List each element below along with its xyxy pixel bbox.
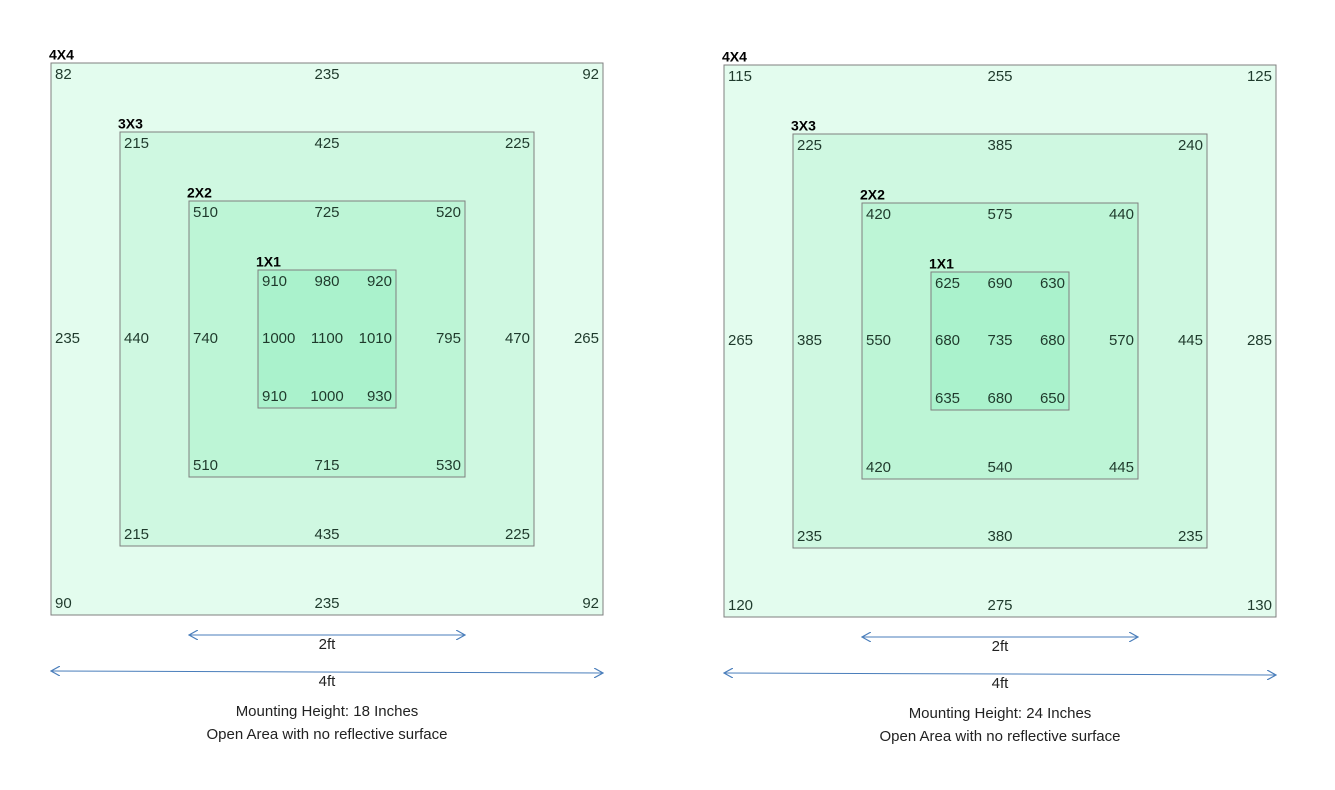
reading: 910 [262,388,287,405]
reading: 540 [987,459,1012,476]
reading: 285 [1247,332,1272,349]
reading: 425 [314,135,339,152]
reading: 650 [1040,390,1065,407]
reading: 385 [797,332,822,349]
dimension-label: 4ft [319,673,337,690]
reading: 1000 [310,388,343,405]
square-label: 2X2 [860,187,885,203]
reading: 510 [193,204,218,221]
dimension-label: 2ft [319,636,337,653]
caption: Open Area with no reflective surface [880,728,1121,745]
reading: 420 [866,459,891,476]
reading: 255 [987,68,1012,85]
reading: 725 [314,204,339,221]
reading: 90 [55,595,72,612]
square-label: 4X4 [722,49,747,65]
reading: 635 [935,390,960,407]
reading: 690 [987,275,1012,292]
reading: 740 [193,330,218,347]
reading: 235 [314,66,339,83]
reading: 235 [1178,528,1203,545]
square-label: 2X2 [187,185,212,201]
reading: 235 [314,595,339,612]
reading: 1010 [359,330,392,347]
reading: 225 [797,137,822,154]
reading: 225 [505,526,530,543]
reading: 575 [987,206,1012,223]
reading: 420 [866,206,891,223]
reading: 115 [728,68,752,85]
reading: 735 [987,332,1012,349]
square-label: 3X3 [118,116,143,132]
reading: 795 [436,330,461,347]
caption: Mounting Height: 24 Inches [909,705,1092,722]
square [257,269,397,409]
reading: 215 [124,135,149,152]
reading: 435 [314,526,339,543]
reading: 120 [728,597,753,614]
reading: 680 [935,332,960,349]
dimension-label: 4ft [992,675,1010,692]
reading: 275 [987,597,1012,614]
reading: 920 [367,273,392,290]
reading: 630 [1040,275,1065,292]
caption: Open Area with no reflective surface [207,726,448,743]
reading: 910 [262,273,287,290]
reading: 265 [574,330,599,347]
reading: 235 [797,528,822,545]
reading: 385 [987,137,1012,154]
square-label: 3X3 [791,118,816,134]
reading: 470 [505,330,530,347]
square-label: 1X1 [929,256,954,272]
reading: 240 [1178,137,1203,154]
reading: 225 [505,135,530,152]
reading: 92 [582,595,599,612]
reading: 1000 [262,330,295,347]
square-label: 1X1 [256,254,281,270]
square-label: 4X4 [49,47,74,63]
reading: 530 [436,457,461,474]
reading: 520 [436,204,461,221]
reading: 265 [728,332,753,349]
reading: 82 [55,66,72,83]
reading: 92 [582,66,599,83]
reading: 215 [124,526,149,543]
reading: 1100 [311,330,343,347]
dimension-arrow [51,671,603,673]
reading: 125 [1247,68,1272,85]
reading: 440 [124,330,149,347]
dimension-arrow [724,673,1276,675]
reading: 550 [866,332,891,349]
reading: 930 [367,388,392,405]
reading: 440 [1109,206,1134,223]
dimension-label: 2ft [992,638,1010,655]
reading: 130 [1247,597,1272,614]
caption: Mounting Height: 18 Inches [236,703,419,720]
reading: 680 [1040,332,1065,349]
reading: 510 [193,457,218,474]
reading: 680 [987,390,1012,407]
reading: 715 [314,457,339,474]
reading: 445 [1109,459,1134,476]
reading: 445 [1178,332,1203,349]
reading: 235 [55,330,80,347]
square [930,271,1070,411]
reading: 570 [1109,332,1134,349]
reading: 625 [935,275,960,292]
reading: 980 [314,273,339,290]
reading: 380 [987,528,1012,545]
